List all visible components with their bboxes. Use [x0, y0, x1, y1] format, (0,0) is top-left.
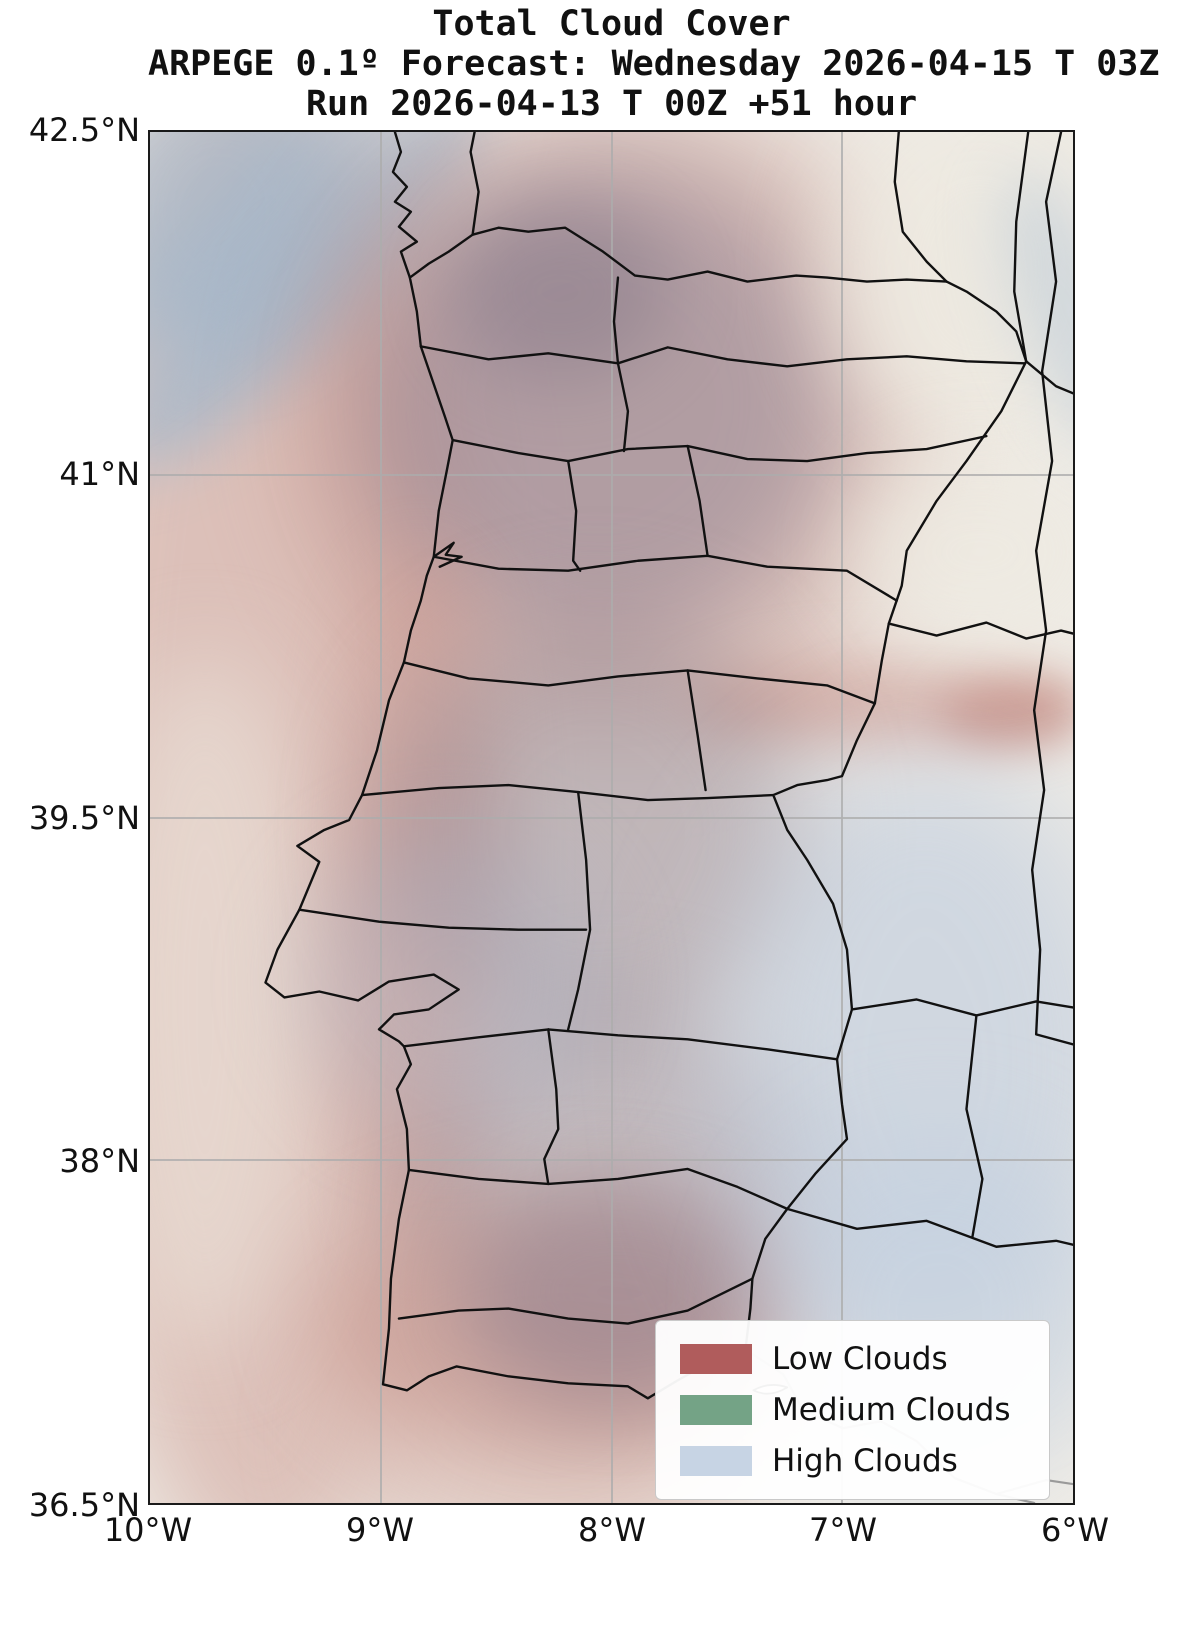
- title-run: Run 2026-04-13 T 00Z +51 hour: [305, 84, 918, 124]
- legend-label-high: High Clouds: [772, 1443, 958, 1479]
- map-plot-area: Low Clouds Medium Clouds High Clouds: [148, 130, 1075, 1505]
- aveiro-ria: [432, 541, 463, 568]
- x-tick-8w: 8°W: [578, 1511, 646, 1549]
- legend-label-medium: Medium Clouds: [772, 1392, 1011, 1428]
- y-tick-38n: 38°N: [59, 1142, 140, 1180]
- legend-swatch-high: [680, 1446, 752, 1476]
- spain-boundaries: [469, 132, 480, 236]
- graticule-gridlines: [150, 132, 1073, 1503]
- y-tick-36-5n: 36.5°N: [28, 1486, 140, 1524]
- legend-swatch-low: [680, 1344, 752, 1374]
- legend-label-low: Low Clouds: [772, 1341, 948, 1377]
- y-tick-42-5n: 42.5°N: [28, 111, 140, 149]
- legend-item-high-clouds: High Clouds: [680, 1443, 1039, 1479]
- y-tick-39-5n: 39.5°N: [28, 799, 140, 837]
- galicia-coastline: [391, 132, 419, 279]
- x-tick-10w: 10°W: [103, 1511, 193, 1549]
- y-tick-41n: 41°N: [59, 455, 140, 493]
- x-tick-9w: 9°W: [346, 1511, 414, 1549]
- cloud-blob: [300, 832, 600, 1132]
- map-canvas: [150, 132, 1073, 1503]
- legend-item-low-clouds: Low Clouds: [680, 1341, 1039, 1377]
- cloud-blob: [940, 677, 1073, 747]
- title-forecast: ARPEGE 0.1º Forecast: Wednesday 2026-04-…: [148, 44, 1160, 84]
- country-and-district-boundaries: [264, 132, 1073, 1400]
- legend-item-medium-clouds: Medium Clouds: [680, 1392, 1039, 1428]
- legend: Low Clouds Medium Clouds High Clouds: [655, 1320, 1050, 1500]
- x-tick-7w: 7°W: [809, 1511, 877, 1549]
- x-tick-6w: 6°W: [1041, 1511, 1109, 1549]
- legend-swatch-medium: [680, 1395, 752, 1425]
- title-main: Total Cloud Cover: [432, 4, 791, 44]
- figure-title-block: Total Cloud Cover ARPEGE 0.1º Forecast: …: [148, 4, 1160, 124]
